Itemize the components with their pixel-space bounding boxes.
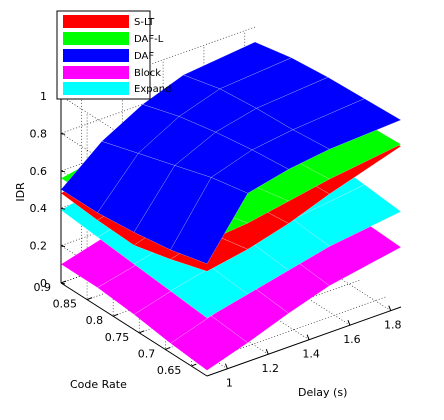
z-tick-label: 0.6 xyxy=(30,165,48,178)
x-tick-mark xyxy=(265,349,269,355)
x-tick-label: 1.2 xyxy=(262,362,280,375)
x-tick-label: 1.6 xyxy=(343,333,361,346)
y-tick-mark xyxy=(191,363,197,367)
surface-patch xyxy=(292,184,402,247)
legend-label-expand: Expand xyxy=(134,84,171,95)
x-tick-label: 1.8 xyxy=(384,319,402,332)
z-tick-mark xyxy=(60,132,66,135)
tick-labels: 00.20.40.60.810.90.850.80.750.70.6511.21… xyxy=(30,90,402,390)
z-tick-mark xyxy=(60,207,66,210)
z-tick-label: 0 xyxy=(40,277,47,290)
surface-patch xyxy=(292,98,402,150)
y-tick-mark xyxy=(60,280,67,284)
legend-swatch-daf xyxy=(63,49,129,62)
y-tick-label: 0.65 xyxy=(157,364,182,377)
x-axis-line xyxy=(206,306,402,377)
y-tick-mark xyxy=(165,346,171,350)
z-tick-label: 0.4 xyxy=(30,202,48,215)
legend-label-s-lt: S-LT xyxy=(134,17,155,28)
axis-lines xyxy=(60,96,402,377)
z-axis-label: IDR xyxy=(14,182,27,202)
y-tick-label: 0.75 xyxy=(105,331,130,344)
y-tick-label: 0.9 xyxy=(34,281,52,294)
legend-swatch-expand xyxy=(63,82,129,95)
surface-patch xyxy=(255,76,366,130)
legend-label-daf-l: DAF-L xyxy=(134,34,164,45)
surface-layer xyxy=(60,41,402,371)
z-tick-label: 0.2 xyxy=(30,240,48,253)
z-tick-label: 0.8 xyxy=(30,127,48,140)
z-tick-mark xyxy=(60,170,66,173)
x-tick-label: 1 xyxy=(226,377,233,390)
y-axis-line xyxy=(60,282,208,377)
z-tick-mark xyxy=(60,245,66,248)
z-tick-label: 1 xyxy=(40,90,47,103)
surface-daf xyxy=(60,41,402,265)
surface-patch xyxy=(182,41,293,90)
x-tick-mark xyxy=(306,334,310,340)
legend: S-LT DAF-L DAF Block Expand xyxy=(56,10,171,100)
x-tick-mark xyxy=(224,363,228,369)
y-tick-mark xyxy=(86,297,93,301)
y-tick-label: 0.8 xyxy=(86,314,104,327)
y-tick-label: 0.85 xyxy=(53,298,78,311)
x-axis-label: Delay (s) xyxy=(298,386,347,399)
y-tick-mark xyxy=(112,313,119,317)
legend-label-block: Block xyxy=(134,68,161,79)
y-axis-label: Code Rate xyxy=(70,378,127,391)
legend-swatch-daf-l xyxy=(63,32,129,45)
x-tick-label: 1.4 xyxy=(302,348,320,361)
legend-label-daf: DAF xyxy=(134,51,154,62)
legend-swatch-s-lt xyxy=(63,15,129,28)
y-tick-mark xyxy=(139,330,145,334)
x-tick-mark xyxy=(388,305,392,311)
y-tick-label: 0.7 xyxy=(138,347,156,360)
legend-swatch-block xyxy=(63,66,129,79)
x-tick-mark xyxy=(347,319,351,326)
surface-patch xyxy=(219,57,329,109)
